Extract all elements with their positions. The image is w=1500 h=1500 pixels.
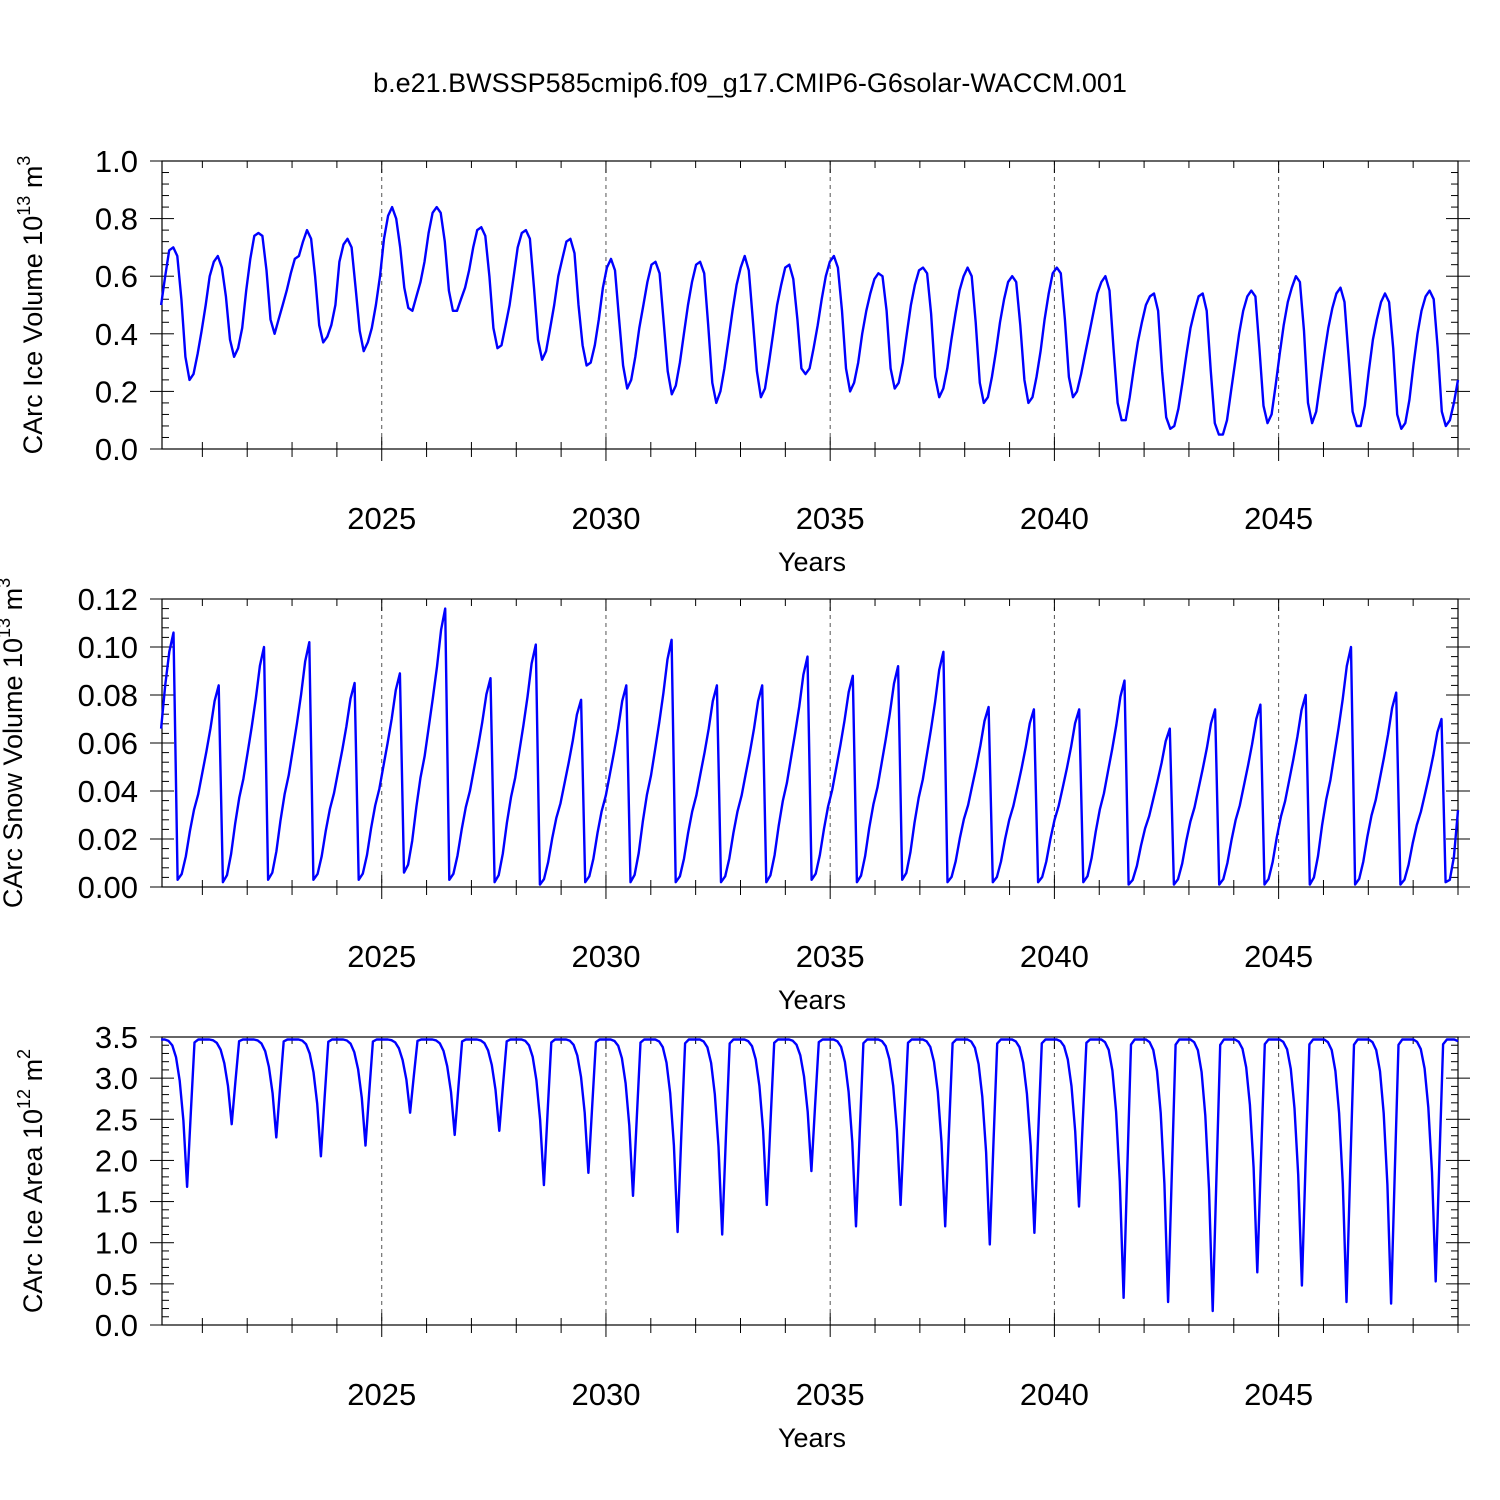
y-tick-label: 0.06 [78, 726, 138, 761]
y-tick-label: 0.02 [78, 822, 138, 857]
series-line [159, 205, 1460, 436]
y-axis-label-superscript: 13 [14, 196, 34, 216]
x-tick-label: 2030 [571, 501, 640, 536]
y-axis-label-superscript: 12 [14, 1089, 34, 1109]
x-tick-label: 2025 [347, 501, 416, 536]
y-tick-label: 0.4 [95, 317, 138, 352]
y-tick-label: 1.0 [95, 1226, 138, 1261]
chart-panel-1: 0.0 0.2 0.4 0.6 0.8 1.0 2025 2030 2035 2040 2045 Ye… [14, 144, 1470, 577]
y-tick-label: 0.0 [95, 432, 138, 467]
y-tick-label: 0.08 [78, 678, 138, 713]
y-axis-label-superscript: 13 [0, 618, 14, 638]
figure-title: b.e21.BWSSP585cmip6.f09_g17.CMIP6-G6sola… [373, 68, 1127, 98]
y-axis-label-part: m [18, 1059, 48, 1089]
series-line [161, 1038, 1459, 1313]
y-axis-label-superscript: 3 [14, 156, 34, 166]
series-line [159, 607, 1460, 886]
x-axis-label: Years [778, 547, 846, 577]
x-tick-label: 2025 [347, 939, 416, 974]
y-axis-label: CArc Ice Volume 1013 m3 [14, 156, 48, 455]
x-tick-label: 2045 [1244, 501, 1313, 536]
y-axis-label-part: m [18, 166, 48, 196]
x-axis-label: Years [778, 1423, 846, 1453]
plot-frame [161, 1036, 1459, 1326]
y-tick-label: 2.5 [95, 1102, 138, 1137]
x-tick-label: 2030 [571, 1377, 640, 1412]
x-tick-label: 2030 [571, 939, 640, 974]
y-tick-label: 0.12 [78, 582, 138, 617]
y-tick-label: 0.5 [95, 1267, 138, 1302]
x-tick-label: 2040 [1020, 501, 1089, 536]
x-tick-label: 2040 [1020, 939, 1089, 974]
y-tick-label: 3.0 [95, 1061, 138, 1096]
x-axis-label: Years [778, 985, 846, 1015]
y-axis-label-part: CArc Ice Area 10 [18, 1109, 48, 1313]
y-axis-label: CArc Ice Area 1012 m2 [14, 1049, 48, 1313]
y-axis-label-superscript: 2 [14, 1049, 34, 1059]
y-axis-label-part: CArc Snow Volume 10 [0, 638, 28, 908]
y-axis-label-part: m [0, 588, 28, 618]
x-tick-label: 2035 [796, 1377, 865, 1412]
y-axis-label: CArc Snow Volume 1013 m3 [0, 578, 28, 908]
y-tick-label: 1.0 [95, 144, 138, 179]
x-tick-label: 2040 [1020, 1377, 1089, 1412]
y-tick-label: 1.5 [95, 1185, 138, 1220]
chart-panel-2: 0.00 0.02 0.04 0.06 0.08 0.10 0.12 2025 2030 2035… [0, 578, 1470, 1015]
y-tick-label: 3.5 [95, 1020, 138, 1055]
y-axis-label-part: CArc Ice Volume 10 [18, 216, 48, 455]
chart-panel-3: 0.0 0.5 1.0 1.5 2.0 2.5 3.0 3.5 2025 2030 2035 2040… [14, 1020, 1470, 1453]
y-tick-label: 0.6 [95, 259, 138, 294]
x-tick-label: 2045 [1244, 1377, 1313, 1412]
x-tick-label: 2035 [796, 501, 865, 536]
x-tick-label: 2025 [347, 1377, 416, 1412]
y-tick-label: 0.04 [78, 774, 138, 809]
y-tick-label: 2.0 [95, 1143, 138, 1178]
y-tick-label: 0.0 [95, 1308, 138, 1343]
y-axis-label-superscript: 3 [0, 578, 14, 588]
y-tick-label: 0.2 [95, 374, 138, 409]
y-tick-label: 0.10 [78, 630, 138, 665]
x-tick-label: 2045 [1244, 939, 1313, 974]
x-tick-label: 2035 [796, 939, 865, 974]
y-tick-label: 0.00 [78, 870, 138, 905]
y-tick-label: 0.8 [95, 202, 138, 237]
